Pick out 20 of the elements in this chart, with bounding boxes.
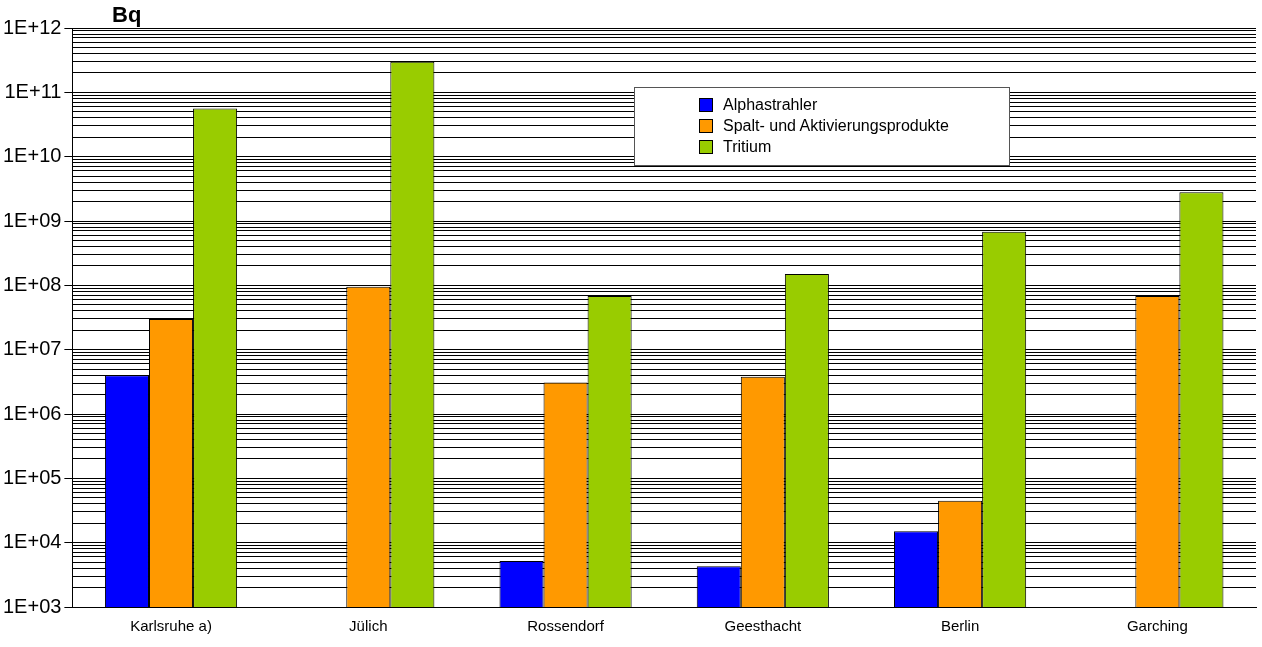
- x-tick-label: Jülich: [349, 617, 388, 635]
- legend-label: Spalt- und Aktivierungsprodukte: [723, 116, 949, 135]
- y-tick-label: 1E+09: [3, 208, 62, 231]
- legend-label: Alphastrahler: [723, 95, 818, 114]
- y-tick-label: 1E+08: [3, 272, 62, 295]
- y-tick-label: 1E+11: [4, 79, 62, 102]
- x-tick-label: Geesthacht: [724, 617, 803, 635]
- y-axis-title: Bq: [112, 2, 142, 28]
- y-tick-label: 1E+12: [3, 15, 62, 38]
- y-tick-label: 1E+05: [3, 465, 62, 488]
- x-tick-label: Garching: [1126, 617, 1188, 635]
- y-tick-label: 1E+10: [3, 144, 62, 167]
- y-tick-label: 1E+03: [3, 594, 62, 617]
- y-tick-label: 1E+07: [3, 337, 62, 360]
- legend-label: Tritium: [723, 137, 772, 156]
- x-tick-label: Berlin: [940, 617, 980, 635]
- y-tick-label: 1E+06: [3, 401, 62, 424]
- x-tick-label: Karlsruhe a): [130, 617, 212, 635]
- y-tick-label: 1E+04: [3, 530, 62, 553]
- x-tick-label: Rossendorf: [527, 617, 605, 635]
